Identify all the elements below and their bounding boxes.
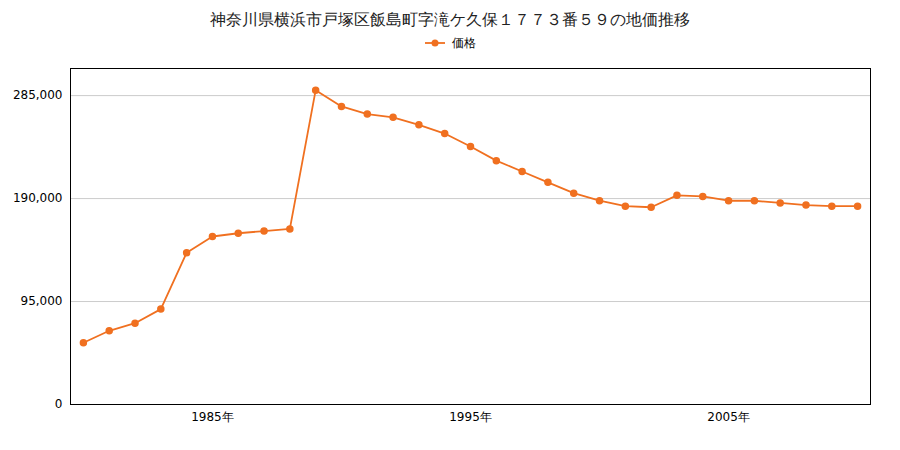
svg-text:190,000: 190,000 [13,191,63,205]
html-text:神奈川県横浜市戸塚区飯島町字滝ケ久保１７７３番５９の地価推移: 神奈川県横浜市戸塚区飯島町字滝ケ久保１７７３番５９の地価推移 [210,10,690,29]
svg-text:1995年: 1995年 [449,410,492,424]
svg-text:95,000: 95,000 [21,294,63,308]
svg-text:285,000: 285,000 [13,88,63,102]
svg-text:0: 0 [55,397,63,411]
svg-text:1985年: 1985年 [191,410,234,424]
html-text:価格: 価格 [452,35,476,50]
svg-text:2005年: 2005年 [707,410,750,424]
